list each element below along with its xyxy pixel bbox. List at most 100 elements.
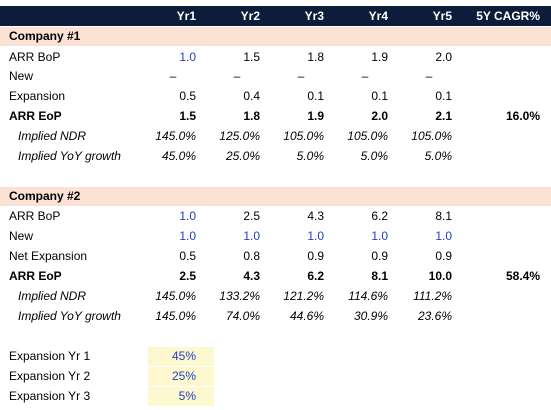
cell-value[interactable]: 0.9 [307, 249, 324, 263]
cell-value[interactable]: 0.1 [307, 89, 324, 103]
row-label: Implied YoY growth [18, 309, 121, 323]
row-label: Implied YoY growth [18, 149, 121, 163]
cell-value[interactable]: 1.5 [243, 50, 260, 64]
col-header-yr3: Yr3 [304, 9, 324, 23]
header-row: Yr1 Yr2 Yr3 Yr4 Yr5 5Y CAGR% [0, 6, 551, 26]
cell-value[interactable]: 10.0 [428, 269, 452, 283]
cagr-value[interactable]: 16.0% [505, 109, 540, 123]
row-label: ARR BoP [9, 209, 61, 223]
cell-value[interactable]: 5.0% [296, 149, 324, 163]
cell-value[interactable]: 105.0% [411, 129, 452, 143]
cell-value[interactable]: 1.8 [307, 50, 324, 64]
cell-value[interactable]: 1.0 [179, 209, 196, 223]
cell-value[interactable]: 2.1 [435, 109, 452, 123]
cell-value[interactable]: 23.6% [417, 309, 452, 323]
row-label: New [9, 69, 34, 83]
cell-value[interactable]: 1.8 [243, 109, 260, 123]
cell-value[interactable]: 121.2% [283, 289, 324, 303]
cell-value[interactable]: 8.1 [435, 209, 452, 223]
cell-value[interactable]: 45.0% [161, 149, 196, 163]
cell-value[interactable]: 133.2% [219, 289, 260, 303]
cell-value[interactable]: 6.2 [307, 269, 324, 283]
cell-value[interactable]: 145.0% [155, 289, 196, 303]
assumption-label: Expansion Yr 2 [9, 369, 91, 383]
table-row: New – – – – – [0, 67, 551, 86]
cell-value[interactable]: – [233, 69, 241, 83]
cell-value[interactable]: 0.9 [435, 249, 452, 263]
row-label: Net Expansion [9, 249, 88, 263]
cagr-value[interactable]: 58.4% [505, 269, 540, 283]
cell-value[interactable]: 0.5 [179, 89, 196, 103]
cell-value[interactable]: 0.1 [435, 89, 452, 103]
cell-value[interactable]: 145.0% [155, 309, 196, 323]
cell-value[interactable]: 25.0% [225, 149, 260, 163]
table-row: Implied NDR 145.0% 133.2% 121.2% 114.6% … [0, 287, 551, 306]
cell-value[interactable]: – [425, 69, 433, 83]
cell-value[interactable]: 2.5 [179, 269, 196, 283]
assumption-input[interactable]: 5% [178, 389, 196, 403]
section-company-2: Company #2 [0, 187, 551, 206]
table-row: Net Expansion 0.5 0.8 0.9 0.9 0.9 [0, 247, 551, 266]
cell-value[interactable]: 1.5 [179, 109, 196, 123]
table-row: Implied NDR 145.0% 125.0% 105.0% 105.0% … [0, 127, 551, 146]
cell-value[interactable]: – [169, 69, 177, 83]
assumption-highlight [148, 367, 214, 386]
cell-value[interactable]: 1.0 [371, 229, 388, 243]
section-company-1: Company #1 [0, 27, 551, 46]
cell-value[interactable]: 1.9 [307, 109, 324, 123]
cell-value[interactable]: 2.0 [371, 109, 388, 123]
row-label: Expansion [9, 89, 66, 103]
cell-value[interactable]: 4.3 [307, 209, 324, 223]
col-header-cagr: 5Y CAGR% [476, 9, 540, 23]
cell-value[interactable]: 4.3 [243, 269, 260, 283]
table-row: Implied YoY growth 145.0% 74.0% 44.6% 30… [0, 307, 551, 326]
cell-value[interactable]: 1.0 [179, 229, 196, 243]
cell-value[interactable]: 5.0% [424, 149, 452, 163]
col-header-yr4: Yr4 [368, 9, 388, 23]
cell-value[interactable]: 111.2% [413, 289, 452, 303]
cell-value[interactable]: 1.0 [179, 50, 196, 64]
row-label: Implied NDR [18, 129, 87, 143]
table-row: ARR BoP 1.0 1.5 1.8 1.9 2.0 [0, 48, 551, 67]
row-label: ARR BoP [9, 50, 61, 64]
cell-value[interactable]: 1.0 [435, 229, 452, 243]
cell-value[interactable]: 145.0% [155, 129, 196, 143]
cell-value[interactable]: 0.1 [371, 89, 388, 103]
cell-value[interactable]: 5.0% [360, 149, 388, 163]
assumption-input[interactable]: 25% [171, 369, 196, 383]
row-label: ARR EoP [9, 109, 62, 123]
col-header-yr5: Yr5 [432, 9, 452, 23]
assumption-highlight [148, 387, 214, 406]
assumption-label: Expansion Yr 1 [9, 349, 91, 363]
cell-value[interactable]: 8.1 [371, 269, 388, 283]
cell-value[interactable]: 0.8 [243, 249, 260, 263]
cell-value[interactable]: – [297, 69, 305, 83]
cell-value[interactable]: 30.9% [353, 309, 388, 323]
row-label: Implied NDR [18, 289, 87, 303]
assumption-row: Expansion Yr 3 5% [0, 387, 551, 406]
row-label: New [9, 229, 34, 243]
assumption-row: Expansion Yr 2 25% [0, 367, 551, 386]
table-row: ARR EoP 1.5 1.8 1.9 2.0 2.1 16.0% [0, 107, 551, 126]
cell-value[interactable]: 105.0% [283, 129, 324, 143]
cell-value[interactable]: 2.0 [435, 50, 452, 64]
cell-value[interactable]: 125.0% [219, 129, 260, 143]
section-title: Company #1 [9, 29, 81, 43]
cell-value[interactable]: 2.5 [243, 209, 260, 223]
cell-value[interactable]: 114.6% [348, 289, 388, 303]
cell-value[interactable]: 1.9 [371, 50, 388, 64]
cell-value[interactable]: 44.6% [289, 309, 324, 323]
section-title: Company #2 [9, 189, 81, 203]
cell-value[interactable]: 0.5 [179, 249, 196, 263]
cell-value[interactable]: 0.4 [243, 89, 260, 103]
cell-value[interactable]: 6.2 [371, 209, 388, 223]
assumption-row: Expansion Yr 1 45% [0, 347, 551, 366]
cell-value[interactable]: 105.0% [347, 129, 388, 143]
cell-value[interactable]: 1.0 [243, 229, 260, 243]
cell-value[interactable]: 74.0% [225, 309, 260, 323]
table-row: ARR EoP 2.5 4.3 6.2 8.1 10.0 58.4% [0, 267, 551, 286]
cell-value[interactable]: 1.0 [307, 229, 324, 243]
cell-value[interactable]: – [361, 69, 369, 83]
cell-value[interactable]: 0.9 [371, 249, 388, 263]
assumption-input[interactable]: 45% [171, 349, 196, 363]
